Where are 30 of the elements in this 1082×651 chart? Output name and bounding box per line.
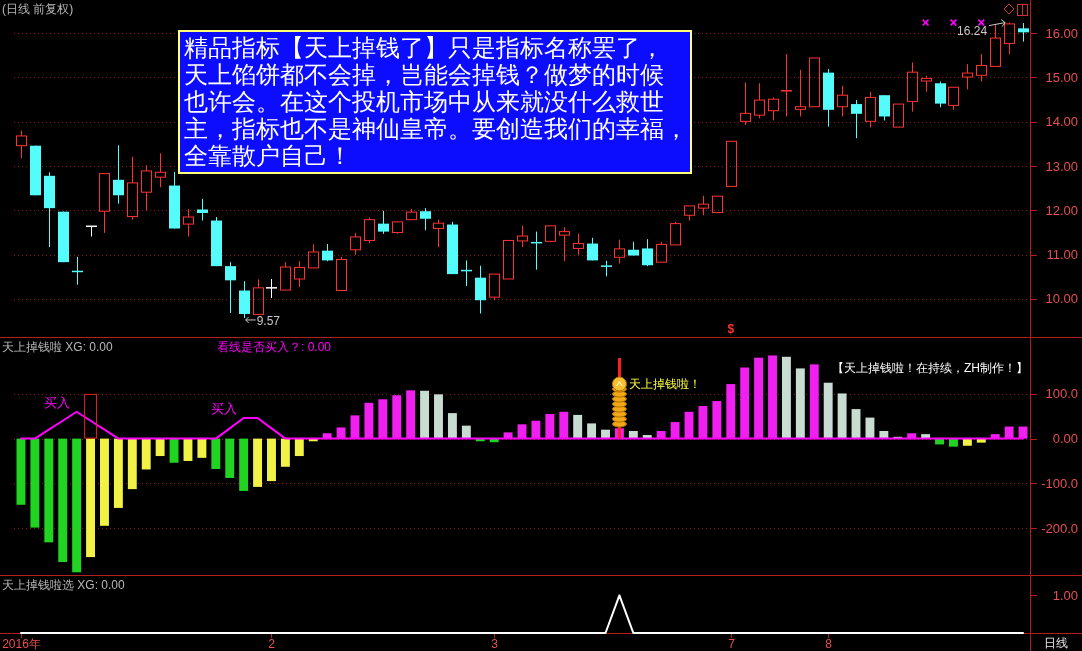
annotation: 买入 bbox=[43, 394, 70, 410]
y-tick-label: 12.00 bbox=[1045, 202, 1078, 218]
y-tick-label: 16.00 bbox=[1045, 25, 1078, 41]
x-axis-title: 日线 bbox=[1044, 636, 1068, 650]
chart-title: 天上掉钱啦选 XG: 0.00 bbox=[2, 578, 126, 592]
text: 看线是否买入？: 0.00 bbox=[217, 340, 332, 354]
y-tick-label: 14.00 bbox=[1045, 114, 1078, 130]
text: 1.00 bbox=[1052, 587, 1078, 603]
annotation: $ bbox=[727, 322, 735, 336]
y-tick-label: 13.00 bbox=[1045, 158, 1078, 174]
x-tick-label: 3 bbox=[491, 637, 499, 651]
x-tick-label: 2 bbox=[268, 637, 276, 651]
annotation: 天上掉钱啦！ bbox=[629, 377, 702, 391]
annotation: 【天上掉钱啦！在持续，ZH制作！】 bbox=[832, 361, 1028, 375]
x-tick-label: 8 bbox=[825, 637, 833, 651]
chart-title: (日线 前复权) bbox=[2, 2, 74, 16]
y-tick-label: 15.00 bbox=[1045, 70, 1078, 85]
x-tick-label: 7 bbox=[728, 637, 736, 651]
y-tick-label: 11.00 bbox=[1046, 247, 1078, 263]
y-tick-label: 0.00 bbox=[1052, 431, 1078, 447]
note-box: 精品指标【天上掉钱了】只是指标名称罢了，天上馅饼都不会掉，岂能会掉钱？做梦的时候也许会。在这个投机市场中从来就没什么救世主，指标也不是神仙皇帝。要创造我们的幸福，全靠散户自己！ bbox=[178, 30, 692, 174]
annotation: 9.57 bbox=[256, 313, 281, 328]
x-tick-label: 2016年 bbox=[2, 637, 41, 651]
y-tick-label: -200.0 bbox=[1041, 520, 1078, 536]
y-tick-label: 100.0 bbox=[1045, 386, 1078, 402]
annotation: 买入 bbox=[210, 401, 237, 417]
y-tick-label: -100.0 bbox=[1041, 475, 1078, 491]
y-tick-label: 10.00 bbox=[1045, 291, 1078, 307]
annotation: 16.24 bbox=[957, 23, 988, 38]
chart-title: 天上掉钱啦 XG: 0.00 bbox=[2, 340, 114, 354]
